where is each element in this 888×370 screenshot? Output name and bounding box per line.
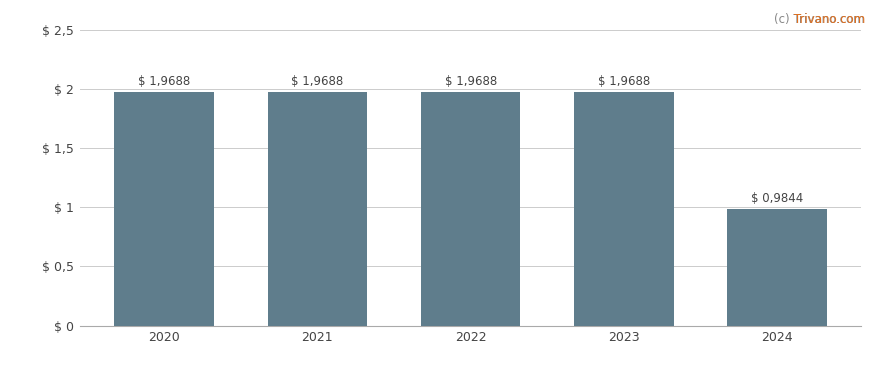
Bar (115, 92, 214, 326)
Text: Trivano.com: Trivano.com (794, 13, 865, 26)
Bar (574, 92, 674, 326)
Text: $ 1,9688: $ 1,9688 (291, 75, 344, 88)
Text: $ 1,9688: $ 1,9688 (598, 75, 650, 88)
Text: $ 0,9844: $ 0,9844 (751, 192, 804, 205)
Text: $ 1,9688: $ 1,9688 (138, 75, 190, 88)
Text: $ 1,9688: $ 1,9688 (445, 75, 496, 88)
Bar (421, 92, 520, 326)
Bar (267, 92, 368, 326)
Bar (727, 209, 827, 326)
Text: (c) Trivano.com: (c) Trivano.com (774, 13, 865, 26)
